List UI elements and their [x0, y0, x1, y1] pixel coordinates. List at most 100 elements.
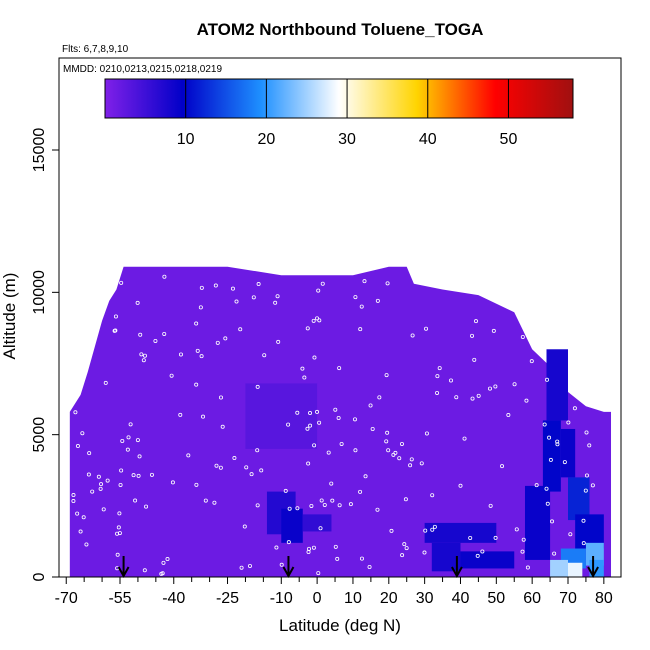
x-tick-label: 70: [559, 590, 577, 607]
sample-point: [169, 373, 174, 378]
sample-point: [335, 556, 340, 561]
sample-point: [283, 488, 288, 493]
sample-point: [307, 546, 312, 551]
sample-point: [375, 507, 380, 512]
sample-point: [212, 500, 217, 505]
sample-point: [419, 461, 424, 466]
sample-point: [315, 409, 320, 414]
sample-point: [218, 465, 223, 470]
x-tick-label: 60: [523, 590, 541, 607]
sample-point: [305, 426, 310, 431]
x-tick-label: 10: [344, 590, 362, 607]
sample-point: [71, 499, 76, 504]
sample-point: [73, 410, 78, 415]
sample-point: [389, 528, 394, 533]
x-tick-label: 0: [313, 590, 322, 607]
sample-point: [581, 518, 586, 523]
sample-point: [397, 456, 402, 461]
sample-point: [115, 531, 120, 536]
sample-point: [251, 295, 256, 300]
sample-point: [244, 465, 249, 470]
sample-point: [468, 535, 473, 540]
sample-point: [133, 498, 138, 503]
sample-point: [135, 300, 140, 305]
sample-point: [514, 527, 519, 532]
sample-point: [404, 546, 409, 551]
sample-point: [199, 285, 204, 290]
sample-point: [520, 334, 525, 339]
plot-area: [69, 266, 612, 579]
profile-arrow-head: [587, 566, 599, 579]
sample-point: [476, 393, 481, 398]
sample-point: [562, 460, 567, 465]
heatmap-cell: [560, 428, 576, 478]
colorbar-tick-label: 10: [177, 131, 195, 148]
sample-point: [259, 468, 264, 473]
sample-point: [402, 542, 407, 547]
sample-point: [462, 436, 467, 441]
sample-point: [363, 474, 368, 479]
x-axis: -70 -55 -40 -25 -10 0 10 20 30 40 50 60 70 80: [55, 577, 613, 607]
sample-point: [194, 482, 199, 487]
sample-point: [581, 541, 586, 546]
sample-point: [566, 420, 571, 425]
sample-point: [279, 562, 284, 567]
sample-point: [550, 519, 555, 524]
sample-point: [195, 348, 200, 353]
sample-point: [352, 417, 357, 422]
sample-point: [358, 327, 363, 332]
sample-point: [555, 439, 560, 444]
sample-point: [568, 532, 573, 537]
sample-point: [178, 412, 183, 417]
sample-point: [87, 451, 92, 456]
x-tick-label: -25: [216, 590, 239, 607]
x-tick-label: -55: [108, 590, 131, 607]
sample-point: [295, 410, 300, 415]
heatmap-cell: [245, 383, 318, 449]
sample-point: [275, 294, 280, 299]
sample-point: [194, 382, 199, 387]
sample-point: [480, 549, 485, 554]
sample-point: [242, 524, 247, 529]
y-tick-label: 10000: [31, 270, 48, 315]
sample-point: [487, 386, 492, 391]
sample-point: [529, 359, 534, 364]
sample-point: [590, 483, 595, 488]
sample-point: [213, 283, 218, 288]
sample-point: [141, 358, 146, 363]
sample-point: [391, 452, 396, 457]
sample-point: [472, 357, 477, 362]
sample-point: [552, 551, 557, 556]
sample-point: [470, 333, 475, 338]
colorbar-tick-label: 20: [257, 131, 275, 148]
sample-point: [409, 457, 414, 462]
sample-point: [423, 528, 428, 533]
sample-point: [362, 279, 367, 284]
sample-point: [493, 384, 498, 389]
sample-point: [370, 426, 375, 431]
sample-point: [199, 354, 204, 359]
sample-point: [101, 507, 106, 512]
sample-point: [215, 340, 220, 345]
sample-point: [119, 468, 124, 473]
sample-point: [385, 281, 390, 286]
sample-point: [368, 403, 373, 408]
sample-point: [165, 557, 170, 562]
sample-point: [287, 506, 292, 511]
x-tick-label: -10: [270, 590, 293, 607]
sample-point: [139, 352, 144, 357]
sample-point: [544, 486, 549, 491]
sample-point: [337, 503, 342, 508]
sample-point: [400, 553, 405, 558]
sample-point: [137, 454, 142, 459]
profile-arrow: [117, 556, 130, 579]
sample-point: [339, 441, 344, 446]
sample-point: [286, 540, 291, 545]
heatmap-cells: [69, 266, 612, 577]
profile-arrow: [451, 556, 463, 579]
sample-point: [300, 366, 305, 371]
sample-point: [318, 526, 323, 531]
colorbar-ramp: [104, 78, 574, 119]
sample-point: [103, 380, 108, 385]
sample-point: [353, 448, 358, 453]
